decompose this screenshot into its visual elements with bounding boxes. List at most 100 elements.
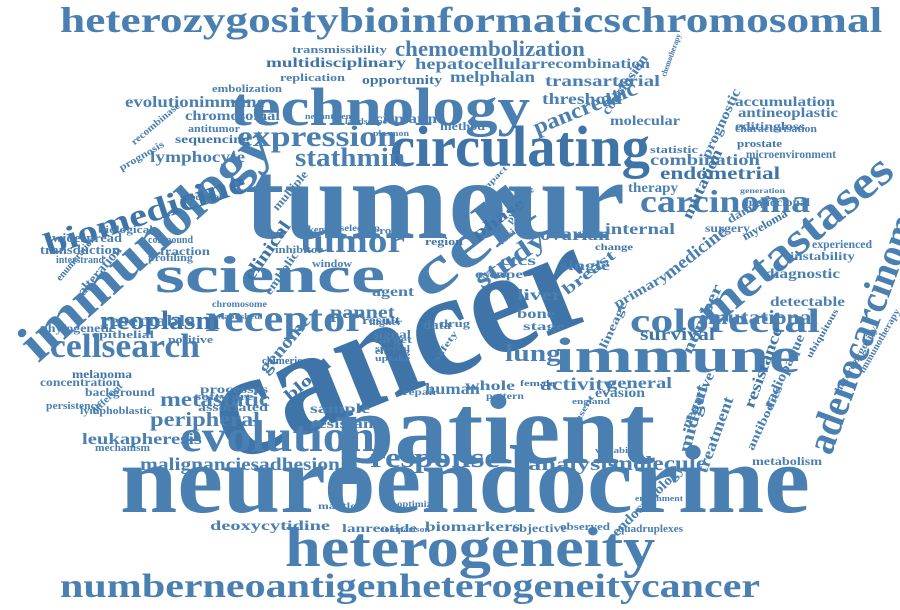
cloud-word-chemoembolization: chemoembolization (395, 36, 585, 61)
cloud-word-cisplatin: cisplatin (375, 112, 438, 127)
cloud-word-selection: selection (340, 223, 380, 233)
cloud-word-cellsearch: cellsearch (50, 328, 201, 365)
cloud-word-signal: signal (373, 327, 411, 341)
cloud-word-bone: bone (517, 307, 556, 322)
cloud-word-verona: verona (367, 225, 406, 237)
cloud-word-change: change (595, 242, 633, 252)
cloud-word-heterogeneity: heterogeneity (285, 517, 656, 579)
cloud-word-lymphocyte: lymphocyte (150, 149, 246, 166)
cloud-word-pannet: pannet (330, 302, 395, 322)
cloud-word-mutational: mutational (708, 307, 818, 329)
cloud-word-editingloss: editingloss (735, 119, 806, 133)
cloud-word-lanreotide: lanreotide (342, 521, 417, 535)
cloud-word-single: single (560, 259, 611, 274)
cloud-word-method: method (440, 119, 486, 133)
cloud-word-enrichment: enrichment (635, 494, 683, 503)
cloud-word-antineoplastic: antineoplastic (738, 106, 838, 121)
cloud-word-threshold: threshold (542, 91, 622, 108)
cloud-word-uptake: uptake (375, 354, 410, 363)
cloud-word-circulating: circulating (390, 114, 650, 179)
cloud-word-colorectal: colorectal (630, 303, 821, 340)
cloud-word-widespread: widespread (52, 230, 122, 245)
cloud-word-positive: positive (168, 334, 214, 346)
cloud-word-hepatocellular: hepatocellular (415, 56, 541, 73)
cloud-word-chimeric: chimeric (262, 356, 302, 367)
cloud-word-replication: replication (280, 72, 346, 84)
cloud-word-resistant: resistant (310, 417, 380, 432)
cloud-word-metabolism: metabolism (752, 454, 823, 468)
cloud-word-drug: drug (440, 319, 471, 330)
cloud-word-neoantigens: neoantigens (305, 112, 356, 121)
cloud-word-tumour: tumour (245, 139, 626, 263)
cloud-word-fraction: fraction (160, 244, 211, 258)
cloud-word-generation: generation (740, 187, 785, 195)
cloud-word-lymphoblastic: lymphoblastic (80, 406, 153, 417)
cloud-word-malignanciesadhesion: malignanciesadhesion (140, 454, 340, 474)
cloud-word-result: result (362, 313, 400, 327)
cloud-word-science: science (155, 247, 386, 304)
cloud-word-chromosome: chromosome (212, 299, 267, 309)
cloud-word-eluting: eluting (375, 347, 410, 356)
cloud-word-patient: patient (335, 374, 656, 485)
cloud-word-female: female (520, 379, 556, 388)
cloud-word-higher: higher (369, 317, 402, 327)
cloud-word-phylogenetic: phylogenetic (40, 321, 116, 335)
cloud-word-associated: associated (198, 400, 268, 414)
cloud-word-melphalan: melphalan (450, 69, 535, 86)
cloud-word-stathmin: stathmin (295, 143, 406, 172)
cloud-word-transduction: transduction (40, 242, 121, 257)
cloud-word-england: england (572, 397, 611, 406)
cloud-word-epithelial: epithelial (92, 329, 155, 341)
cloud-word-sample: sample (310, 402, 371, 417)
cloud-word-recombination: recombination (540, 57, 650, 72)
cloud-word-opportunity: opportunity (362, 72, 443, 87)
cloud-word-sequencing: sequencing (175, 132, 250, 146)
cloud-word-evasion: evasion (595, 386, 646, 401)
cloud-word-compound: compound (148, 235, 194, 246)
cloud-word-optimized: optimized (397, 499, 442, 509)
cloud-word-pattern: pattern (486, 391, 524, 401)
cloud-word-software: software (195, 392, 254, 403)
cloud-word-antitumor: antitumor (188, 124, 241, 135)
cloud-word-diagnostic: diagnostic (765, 267, 841, 282)
cloud-word-biological: biological (98, 225, 153, 236)
cloud-word-expression: expression (237, 120, 398, 153)
cloud-word-tumor: tumor (300, 223, 405, 260)
cloud-word-target: target (374, 335, 412, 346)
cloud-word-escape: escape (475, 267, 523, 281)
cloud-word-concentration: concentration (40, 375, 120, 389)
cloud-word-persistence: persistence (46, 401, 102, 412)
cloud-word-neuroendocrine: neuroendocrine (120, 426, 810, 533)
cloud-word-deoxycytidine: deoxycytidine (210, 519, 330, 534)
cloud-word-profiling: profiling (148, 253, 194, 264)
cloud-word-ctcs: ctcs (500, 254, 537, 269)
cloud-word-embolization: embolization (212, 84, 283, 95)
cloud-word-endometrial: endometrial (660, 163, 781, 183)
cloud-word-molecule: molecule (612, 453, 708, 475)
cloud-word-carcinoma: carcinoma (640, 183, 811, 219)
cloud-word-characterisation: characterisation (735, 124, 818, 135)
cloud-word-chromosomal: chromosomal (185, 109, 280, 124)
cloud-word-transarterial: transarterial (545, 73, 661, 90)
cloud-word-region: region (425, 237, 464, 248)
cloud-word-receptor: receptor (205, 298, 366, 340)
cloud-word-statistic: statistic (650, 145, 698, 156)
cloud-word-survival: survival (640, 324, 715, 344)
cloud-word-biomarkers: biomarkers (425, 520, 520, 535)
cloud-word-processes: processes (200, 382, 268, 396)
cloud-word-observed: observed (560, 521, 611, 533)
cloud-word-immune: immune (555, 327, 800, 383)
cloud-word-landscape: landscape (345, 117, 388, 126)
cloud-word-event: event (478, 269, 508, 279)
cloud-word-molecular: molecular (610, 114, 680, 129)
cloud-word-microenvironment: microenvironment (746, 147, 837, 161)
cloud-word-therapy: therapy (628, 181, 678, 196)
cloud-word-accumulation: accumulation (735, 95, 835, 110)
cloud-word-repair: repair (403, 387, 439, 397)
cloud-word-comparison: comparison (380, 525, 430, 534)
cloud-word-evolution: evolution (180, 412, 375, 461)
cloud-word-combination: combination (650, 152, 761, 169)
cloud-word-background: background (85, 385, 155, 399)
cloud-word-experienced: experienced (812, 237, 873, 251)
